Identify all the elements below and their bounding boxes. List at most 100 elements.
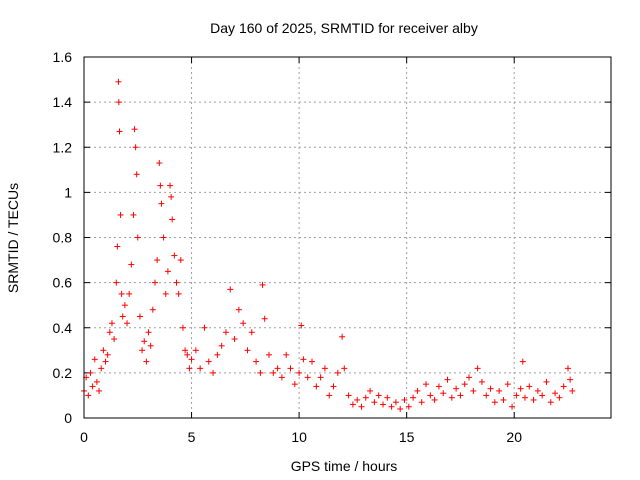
data-point	[466, 374, 473, 381]
data-point	[483, 392, 490, 399]
data-point	[440, 390, 447, 397]
data-point	[392, 399, 399, 406]
data-point	[298, 322, 305, 329]
data-point	[167, 182, 174, 189]
data-point	[197, 365, 204, 372]
data-point	[177, 257, 184, 264]
data-point	[157, 182, 164, 189]
data-point	[423, 381, 430, 388]
data-point	[345, 392, 352, 399]
data-point	[330, 383, 337, 390]
data-point	[115, 78, 122, 85]
data-point	[113, 279, 120, 286]
data-point	[231, 336, 238, 343]
data-point	[334, 369, 341, 376]
data-point	[108, 320, 115, 327]
data-point	[401, 396, 408, 403]
data-point	[188, 356, 195, 363]
data-point	[354, 396, 361, 403]
data-point	[349, 401, 356, 408]
data-point	[143, 358, 150, 365]
data-point	[210, 369, 217, 376]
data-point	[397, 405, 404, 412]
data-point	[444, 376, 451, 383]
data-point	[141, 338, 148, 345]
data-point	[326, 392, 333, 399]
data-point	[164, 268, 171, 275]
data-point	[414, 387, 421, 394]
data-point	[240, 320, 247, 327]
data-point	[147, 342, 154, 349]
data-point	[160, 234, 167, 241]
data-point	[567, 376, 574, 383]
data-point	[253, 358, 260, 365]
data-point	[496, 387, 503, 394]
data-point	[530, 396, 537, 403]
data-point	[560, 383, 567, 390]
data-point	[539, 392, 546, 399]
data-point	[371, 399, 378, 406]
data-point	[133, 171, 140, 178]
axis-ticks: 0 0.2 0.4 0.6 0.8 1 1.2 1.4 1.6 0 5 10 15 20	[53, 49, 611, 445]
data-point	[248, 329, 255, 336]
x-tick-label: 5	[188, 429, 196, 445]
data-point	[388, 403, 395, 410]
data-point	[145, 329, 152, 336]
data-point	[106, 329, 113, 336]
data-point	[98, 365, 105, 372]
data-point	[453, 385, 460, 392]
data-point	[162, 290, 169, 297]
data-point	[339, 333, 346, 340]
data-point	[478, 378, 485, 385]
x-tick-label: 0	[80, 429, 88, 445]
data-point	[179, 324, 186, 331]
data-point	[116, 128, 123, 135]
x-axis-label: GPS time / hours	[291, 458, 398, 474]
data-point	[119, 313, 126, 320]
data-point	[114, 243, 121, 250]
data-point	[100, 347, 107, 354]
data-point	[171, 252, 178, 259]
data-point	[379, 401, 386, 408]
data-point	[491, 399, 498, 406]
data-point	[168, 193, 175, 200]
data-point	[87, 369, 94, 376]
data-point	[457, 392, 464, 399]
data-point	[309, 358, 316, 365]
data-point	[519, 358, 526, 365]
data-point	[158, 200, 165, 207]
plot-frame	[83, 56, 612, 419]
data-point	[182, 347, 189, 354]
data-point	[317, 374, 324, 381]
data-point	[341, 365, 348, 372]
data-point	[513, 392, 520, 399]
data-point	[313, 383, 320, 390]
data-point	[201, 324, 208, 331]
data-point	[270, 369, 277, 376]
data-point	[175, 290, 182, 297]
data-point	[431, 396, 438, 403]
y-tick-label: 0.6	[53, 275, 73, 291]
data-point	[291, 381, 298, 388]
y-axis-label: SRMTID / TECUs	[5, 183, 21, 293]
data-point	[410, 394, 417, 401]
data-point	[117, 211, 124, 218]
data-point	[151, 279, 158, 286]
data-point	[134, 234, 141, 241]
data-point	[304, 374, 311, 381]
data-point	[139, 347, 146, 354]
data-point	[156, 160, 163, 167]
data-points	[81, 78, 576, 412]
data-point	[367, 387, 374, 394]
data-point	[418, 399, 425, 406]
data-point	[487, 385, 494, 392]
data-point	[259, 281, 266, 288]
data-point	[85, 392, 92, 399]
data-point	[257, 369, 264, 376]
data-point	[474, 365, 481, 372]
data-point	[89, 383, 96, 390]
data-point	[104, 351, 111, 358]
data-point	[102, 358, 109, 365]
y-tick-label: 1.4	[53, 94, 73, 110]
